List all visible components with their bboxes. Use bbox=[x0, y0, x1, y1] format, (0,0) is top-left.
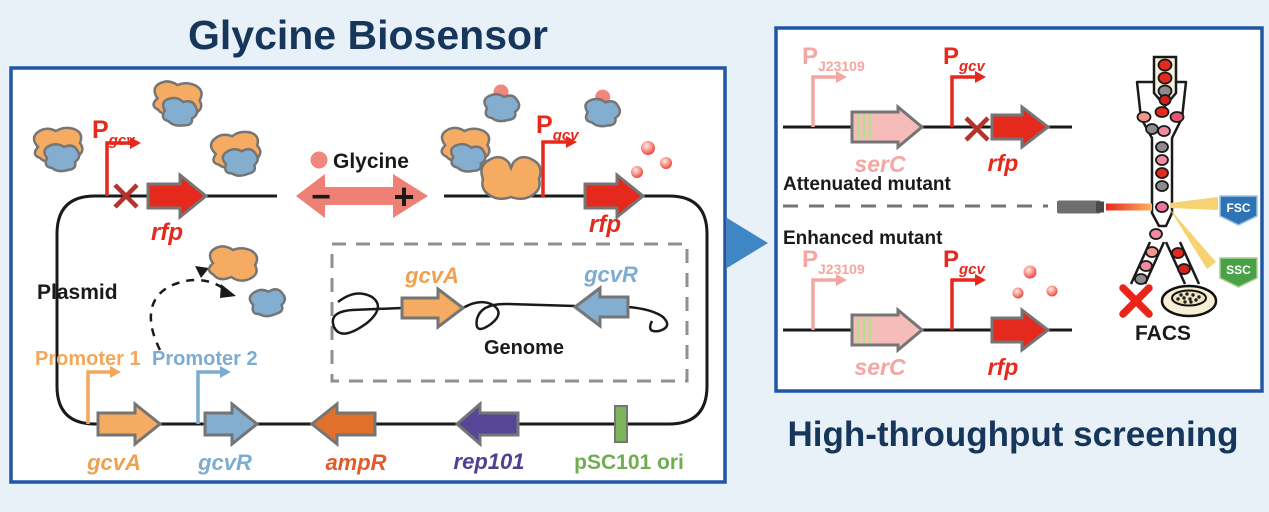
pgcv-label-enhanced: Pgcv bbox=[943, 246, 987, 278]
promoter1 bbox=[86, 366, 121, 424]
rfp-label-enhanced: rfp bbox=[988, 354, 1019, 380]
gene-arrow-ampr bbox=[309, 400, 377, 448]
promoter-arrowhead bbox=[130, 137, 141, 149]
pgcv-promoter-enhanced bbox=[950, 274, 986, 330]
gene-arrow-gcvr-genome bbox=[572, 284, 630, 330]
enhanced-mutant-label: Enhanced mutant bbox=[783, 228, 943, 249]
promoter2 bbox=[196, 366, 231, 424]
plasmid-backbone bbox=[55, 194, 709, 426]
rfp-label-on: rfp bbox=[589, 211, 621, 238]
gene-arrow-rfp-on bbox=[583, 171, 646, 221]
rfp-label-attenuated: rfp bbox=[988, 150, 1019, 176]
left-title: Glycine Biosensor bbox=[188, 12, 548, 58]
pj23109-label-enhanced: PJ23109 bbox=[802, 246, 865, 277]
sorted-cells bbox=[1134, 246, 1191, 285]
psc101-ori-marker bbox=[614, 405, 628, 443]
promoter1-label: Promoter 1 bbox=[35, 348, 141, 370]
facs-machine: FSC SSC FACS bbox=[1057, 55, 1258, 345]
repression-x-plasmid bbox=[113, 183, 139, 209]
glycine-effect-arrow bbox=[296, 174, 428, 218]
pgcv-promoter-attenuated bbox=[950, 71, 986, 127]
gcva-label-plasmid: gcvA bbox=[86, 450, 141, 475]
pgcv-promoter-off bbox=[105, 137, 141, 196]
rfp-expression-dots bbox=[631, 141, 672, 178]
discard-x-icon bbox=[1119, 284, 1153, 318]
serc-rbs-stripes bbox=[856, 317, 872, 343]
gene-arrow-rfp-enhanced bbox=[990, 306, 1051, 354]
attenuated-mutant-label: Attenuated mutant bbox=[783, 174, 952, 195]
plasmid-label: Plasmid bbox=[37, 281, 118, 304]
pgcv-promoter-on bbox=[541, 136, 577, 197]
facs-label: FACS bbox=[1135, 322, 1191, 345]
laser-beam bbox=[1106, 203, 1152, 211]
ssc-label: SSC bbox=[1226, 263, 1251, 277]
minus-sign: − bbox=[311, 178, 331, 216]
pgcv-label-on: Pgcv bbox=[536, 111, 580, 144]
gene-arrow-gcva-genome bbox=[400, 285, 466, 331]
rep101-label: rep101 bbox=[454, 449, 525, 474]
serc-label-enhanced: serC bbox=[854, 354, 906, 380]
genome-box bbox=[330, 242, 689, 383]
chromosome-squiggle bbox=[331, 292, 669, 335]
ssc-detector-badge bbox=[1219, 257, 1258, 288]
facs-cells bbox=[1136, 58, 1185, 240]
rfp-label-off: rfp bbox=[151, 219, 183, 246]
psc101-ori-label: pSC101 ori bbox=[574, 451, 684, 474]
laser-body bbox=[1057, 200, 1101, 214]
repression-x-attenuated bbox=[964, 116, 990, 142]
pgcv-label-off: Pgcv bbox=[92, 116, 136, 149]
pj23109-promoter-enhanced bbox=[811, 274, 847, 330]
rfp-expression-dots bbox=[1012, 265, 1058, 299]
plus-sign: + bbox=[393, 176, 414, 217]
promoter-arrowhead bbox=[566, 136, 577, 148]
glycine-molecule-icon bbox=[310, 151, 328, 169]
gene-arrow-gcvr-plasmid bbox=[203, 400, 260, 448]
ssc-scatter-beam bbox=[1169, 208, 1216, 269]
serc-rbs-stripes bbox=[856, 114, 872, 140]
gcvr-label-genome: gcvR bbox=[583, 262, 638, 287]
gene-arrow-rfp-attenuated bbox=[990, 103, 1051, 151]
gene-arrow-rfp-off bbox=[146, 171, 209, 221]
gcvr-label-plasmid: gcvR bbox=[197, 450, 252, 475]
fsc-detector-badge bbox=[1219, 195, 1258, 226]
glycine-label: Glycine bbox=[333, 150, 409, 173]
fsc-scatter-beam bbox=[1170, 197, 1218, 210]
fsc-label: FSC bbox=[1227, 201, 1251, 215]
promoter2-label: Promoter 2 bbox=[152, 348, 258, 370]
right-title: High-throughput screening bbox=[787, 415, 1238, 454]
expression-arrows bbox=[149, 266, 236, 351]
pgcv-label-attenuated: Pgcv bbox=[943, 43, 987, 75]
colonies bbox=[1176, 292, 1201, 304]
serc-label-attenuated: serC bbox=[854, 151, 906, 177]
panel-connector-arrow bbox=[727, 218, 768, 268]
gene-arrow-rep101 bbox=[454, 400, 520, 448]
gcva-label-genome: gcvA bbox=[404, 263, 459, 288]
gcva-dimer-bound bbox=[480, 155, 542, 200]
gene-arrow-gcva-plasmid bbox=[96, 400, 163, 448]
pj23109-label-attenuated: PJ23109 bbox=[802, 43, 865, 74]
pj23109-promoter-attenuated bbox=[811, 71, 847, 127]
ampr-label: ampR bbox=[325, 450, 386, 475]
genome-label: Genome bbox=[484, 337, 564, 359]
laser-tip bbox=[1096, 201, 1104, 213]
